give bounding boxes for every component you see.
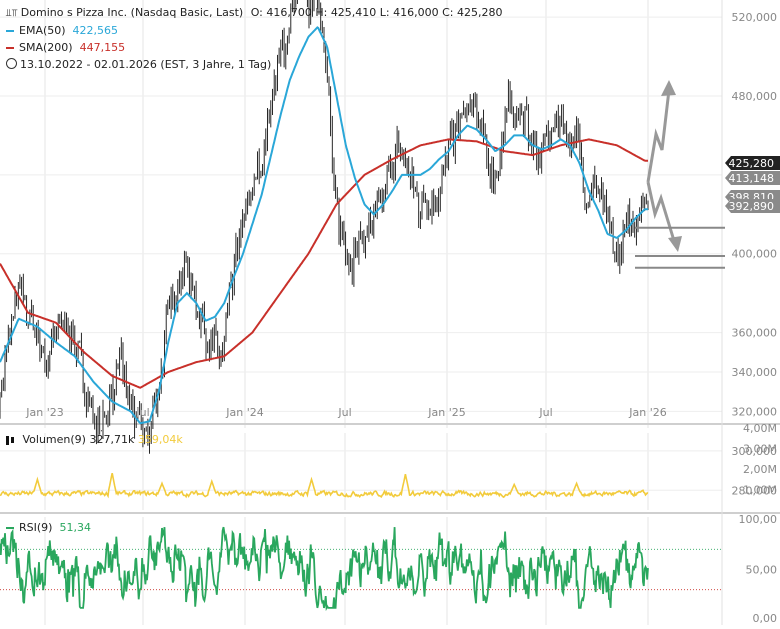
price-marker-box [725, 199, 780, 213]
price-marker-label: 413,148 [729, 172, 775, 185]
clock-icon [6, 58, 17, 69]
ema-legend: EMA(50) 422,565 [6, 22, 502, 39]
price-marker-box [725, 156, 780, 170]
price-panel [0, 0, 649, 454]
volume-label: Volumen(9) [22, 433, 86, 446]
price-y-tick: 340,000 [732, 366, 778, 379]
range-legend: 13.10.2022 - 02.01.2026 (EST, 3 Jahre, 1… [6, 56, 502, 73]
volume-y-tick: 1,00M [743, 484, 777, 497]
sma-line [0, 138, 648, 389]
volume-value-2: 359,04k [137, 433, 183, 446]
x-tick: Jul [538, 406, 552, 419]
sma-value: 447,155 [79, 41, 126, 54]
price-marker-box [725, 171, 780, 185]
rsi-value: 51,34 [59, 521, 91, 534]
price-marker-label: 425,280 [729, 157, 775, 170]
projection-down-path [646, 181, 677, 245]
ohlc-values: O: 416,700 H: 425,410 L: 416,000 C: 425,… [250, 6, 503, 19]
rsi-label: RSI(9) [19, 521, 53, 534]
volume-line [0, 473, 649, 499]
rsi-swatch [6, 527, 14, 529]
price-legend: ⫫⫪ Domino s Pizza Inc. (Nasdaq Basic, La… [6, 4, 502, 73]
price-y-tick: 360,000 [732, 327, 778, 340]
projection-up-arrowhead [661, 80, 676, 96]
volume-legend: Volumen(9) 327,71k 359,04k [6, 431, 183, 448]
ema-value: 422,565 [72, 24, 119, 37]
ema-line [0, 26, 648, 425]
price-y-tick: 320,000 [732, 405, 778, 418]
rsi-panel [0, 526, 722, 612]
chart-title: Domino s Pizza Inc. (Nasdaq Basic, Last) [20, 6, 244, 19]
volume-value-1: 327,71k [89, 433, 135, 446]
sma-label: SMA(200) [19, 41, 73, 54]
sma-legend: SMA(200) 447,155 [6, 39, 502, 56]
ema-label: EMA(50) [19, 24, 66, 37]
projection-down-arrowhead [668, 236, 682, 252]
volume-y-tick: 2,00M [743, 463, 777, 476]
projection-arrows [646, 80, 682, 252]
rsi-line [0, 526, 649, 612]
volume-panel [0, 473, 649, 499]
x-tick: Jan '26 [628, 406, 666, 419]
price-y-tick: 400,000 [732, 248, 778, 261]
x-tick: Jul [135, 406, 149, 419]
projection-up-path [646, 89, 671, 183]
rsi-legend: RSI(9) 51,34 [6, 519, 91, 536]
date-range: 13.10.2022 - 02.01.2026 (EST, 3 Jahre, 1… [20, 58, 272, 71]
x-tick: Jan '25 [427, 406, 465, 419]
chart-type-icon: ⫫⫪ [6, 8, 18, 19]
volume-y-tick: 3,00M [743, 443, 777, 456]
x-tick: Jul [337, 406, 351, 419]
x-tick: Jan '24 [225, 406, 263, 419]
volume-icon-bar [11, 437, 14, 443]
title-line: ⫫⫪ Domino s Pizza Inc. (Nasdaq Basic, La… [6, 4, 502, 22]
x-tick: Jan '23 [25, 406, 63, 419]
volume-icon [6, 435, 9, 445]
price-y-tick: 520,000 [732, 11, 778, 24]
axis-labels: 560,000520,000480,000440,000400,000360,0… [25, 11, 778, 625]
volume-y-tick: 4,00M [743, 422, 777, 435]
price-y-tick: 280,000 [732, 484, 778, 497]
price-marker-label: 392,890 [729, 200, 775, 213]
price-y-tick: 300,000 [732, 445, 778, 458]
rsi-y-tick: 100,00 [739, 513, 778, 526]
ema-swatch [6, 30, 14, 32]
rsi-y-tick: 50,00 [746, 564, 778, 577]
rsi-y-tick: 0,00 [753, 612, 778, 625]
sma-swatch [6, 47, 14, 49]
price-y-tick: 480,000 [732, 90, 778, 103]
